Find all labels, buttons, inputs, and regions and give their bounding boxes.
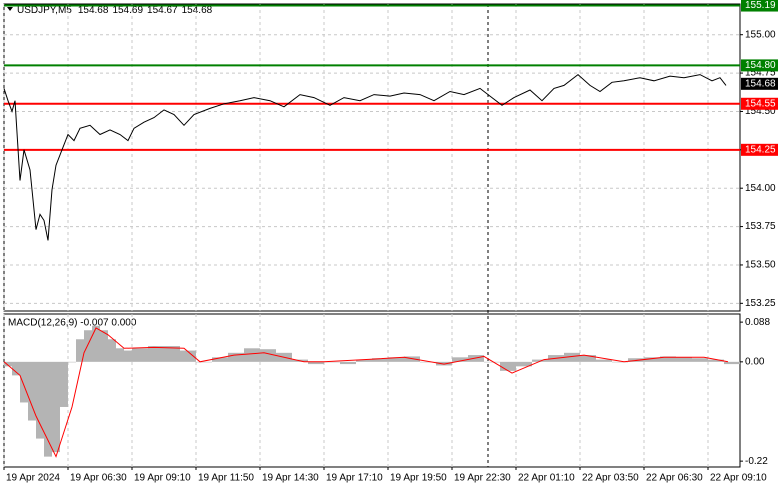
macd-bar bbox=[100, 330, 108, 362]
x-tick-label: 22 Apr 06:30 bbox=[646, 473, 703, 484]
y-tick-label: 154.00 bbox=[745, 183, 776, 194]
macd-bar bbox=[260, 349, 276, 362]
macd-bar bbox=[228, 352, 244, 362]
macd-pane bbox=[3, 313, 741, 468]
close: 154.68 bbox=[182, 5, 213, 16]
macd-bar bbox=[180, 350, 196, 362]
x-tick-label: 19 Apr 06:30 bbox=[70, 473, 127, 484]
level-label-box bbox=[741, 143, 778, 156]
y-tick-label: 0.00 bbox=[745, 356, 765, 367]
y-tick-label: 153.25 bbox=[745, 298, 776, 309]
macd-bar bbox=[164, 346, 180, 362]
current-price-box bbox=[741, 77, 778, 90]
macd-bar bbox=[324, 361, 340, 363]
current-price-label: 154.68 bbox=[745, 78, 776, 89]
level-label: 154.25 bbox=[745, 144, 776, 155]
y-tick-label: 155.00 bbox=[745, 29, 776, 40]
macd-bar bbox=[148, 346, 164, 362]
price-line bbox=[3, 73, 727, 241]
price-pane bbox=[3, 3, 741, 312]
open: 154.68 bbox=[78, 5, 109, 16]
macd-label: MACD(12,26,9) -0.007 0.000 bbox=[8, 318, 137, 329]
macd-bar bbox=[484, 361, 500, 363]
x-tick-label: 22 Apr 03:50 bbox=[582, 473, 639, 484]
macd-bar bbox=[420, 361, 436, 363]
low: 154.67 bbox=[147, 5, 178, 16]
macd-bar bbox=[564, 352, 580, 362]
macd-bar bbox=[356, 359, 372, 362]
macd-bar bbox=[196, 361, 212, 363]
x-tick-label: 19 Apr 09:10 bbox=[134, 473, 191, 484]
x-tick-label: 22 Apr 09:10 bbox=[710, 473, 767, 484]
macd-bar bbox=[20, 361, 28, 403]
macd-bar bbox=[28, 361, 36, 421]
x-tick-label: 19 Apr 22:30 bbox=[454, 473, 511, 484]
macd-bar bbox=[644, 357, 660, 362]
macd-bar bbox=[108, 339, 116, 362]
macd-bar bbox=[708, 359, 724, 362]
x-tick-label: 19 Apr 17:10 bbox=[326, 473, 383, 484]
x-tick-label: 19 Apr 11:50 bbox=[198, 473, 254, 484]
macd-bar bbox=[580, 355, 596, 362]
level-label: 154.55 bbox=[745, 98, 776, 109]
level-label-box bbox=[741, 0, 778, 12]
macd-bar bbox=[212, 357, 228, 362]
macd-bar bbox=[76, 339, 84, 362]
macd-bar bbox=[244, 348, 260, 362]
macd-bar bbox=[676, 357, 692, 362]
level-label: 155.19 bbox=[745, 0, 776, 11]
y-tick-label: 0.088 bbox=[745, 317, 770, 328]
macd-bar bbox=[660, 356, 676, 362]
x-tick-label: 19 Apr 2024 bbox=[6, 473, 60, 484]
y-tick-label: 153.50 bbox=[745, 260, 776, 271]
macd-bar bbox=[68, 361, 76, 363]
macd-bar bbox=[116, 348, 124, 362]
macd-bar bbox=[92, 325, 100, 362]
chart-header: USDJPY,M5 154.68 154.69 154.67 154.68 bbox=[17, 5, 213, 16]
x-tick-label: 19 Apr 14:30 bbox=[262, 473, 319, 484]
macd-bar bbox=[132, 348, 148, 362]
macd-bar bbox=[36, 361, 44, 439]
macd-bar bbox=[500, 361, 516, 371]
macd-bar bbox=[468, 355, 484, 362]
macd-bar bbox=[452, 357, 468, 362]
y-tick-label: 153.75 bbox=[745, 221, 776, 232]
macd-bar bbox=[516, 361, 532, 367]
macd-bar bbox=[124, 350, 132, 362]
y-tick-label: -0.22 bbox=[745, 456, 768, 467]
macd-bar bbox=[60, 361, 68, 407]
level-label-box bbox=[741, 97, 778, 110]
macd-bar bbox=[308, 361, 324, 365]
macd-bar bbox=[596, 359, 612, 362]
macd-bar bbox=[340, 361, 356, 365]
macd-bar bbox=[692, 358, 708, 362]
macd-bar bbox=[612, 361, 628, 363]
macd-bar bbox=[4, 361, 12, 367]
macd-bar bbox=[84, 330, 92, 362]
symbol: USDJPY,M5 bbox=[17, 5, 72, 16]
signal-line bbox=[3, 327, 729, 458]
x-tick-label: 22 Apr 01:10 bbox=[518, 473, 575, 484]
macd-bar bbox=[372, 358, 388, 362]
macd-bar bbox=[532, 359, 548, 362]
y-tick-label: 154.75 bbox=[745, 68, 776, 79]
y-tick-label: 154.50 bbox=[745, 106, 776, 117]
macd-bar bbox=[12, 361, 20, 376]
level-label: 154.80 bbox=[745, 60, 776, 71]
high: 154.69 bbox=[112, 5, 143, 16]
macd-bar bbox=[52, 361, 60, 453]
level-label-box bbox=[741, 59, 778, 72]
macd-bar bbox=[388, 357, 404, 362]
macd-bar bbox=[44, 361, 52, 457]
collapse-icon bbox=[7, 7, 13, 11]
x-tick-label: 19 Apr 19:50 bbox=[390, 473, 447, 484]
macd-bar bbox=[724, 361, 740, 365]
